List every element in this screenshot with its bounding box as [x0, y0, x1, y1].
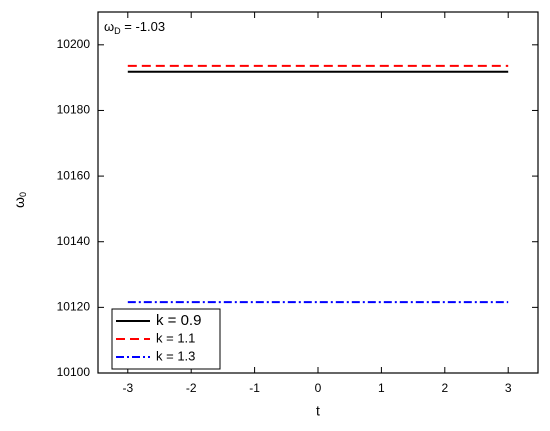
y-label-sub: 0 [18, 192, 28, 197]
legend-label: k = 1.1 [156, 330, 195, 345]
x-tick-label: 3 [505, 381, 512, 395]
annotation: ωD = -1.03 [104, 19, 165, 36]
x-tick-label: 0 [315, 381, 322, 395]
y-tick-label: 10160 [57, 168, 91, 182]
x-axis-label: t [316, 403, 320, 419]
y-tick-label: 10100 [57, 365, 91, 379]
x-tick-label: -1 [249, 381, 260, 395]
annotation-sub: D [114, 26, 121, 36]
y-label-symbol: ω [11, 197, 27, 208]
y-tick-label: 10200 [57, 37, 91, 51]
y-axis-label: ω0 [11, 192, 29, 208]
legend-label: k = 1.3 [156, 348, 195, 363]
y-tick-label: 10140 [57, 234, 91, 248]
x-tick-label: 2 [441, 381, 448, 395]
x-tick-label: -2 [186, 381, 197, 395]
legend-label: k = 0.9 [156, 312, 201, 329]
annotation-symbol: ω [104, 19, 114, 34]
annotation-text: = -1.03 [121, 19, 165, 34]
y-tick-label: 10120 [57, 300, 91, 314]
y-tick-label: 10180 [57, 103, 91, 117]
x-tick-label: -3 [122, 381, 133, 395]
x-tick-label: 1 [378, 381, 385, 395]
